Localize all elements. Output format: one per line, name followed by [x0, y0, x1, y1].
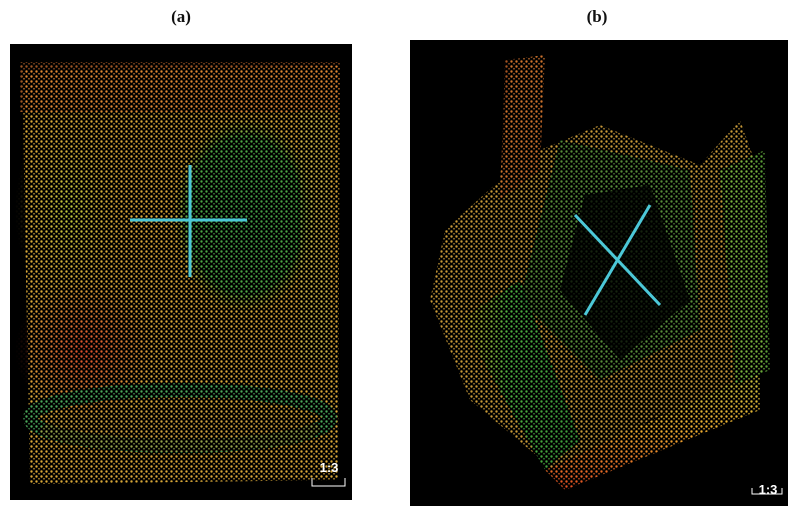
panel-a: (a) 1:3	[10, 7, 352, 500]
panel-b: (b) 1:3	[410, 7, 788, 506]
scale-label: 1:3	[759, 482, 778, 497]
scale-label: 1:3	[320, 460, 339, 475]
point-cloud	[15, 62, 340, 484]
panel-label: (b)	[587, 7, 608, 26]
figure: (a) 1:3 (b)	[0, 0, 792, 506]
panel-label: (a)	[171, 7, 191, 26]
